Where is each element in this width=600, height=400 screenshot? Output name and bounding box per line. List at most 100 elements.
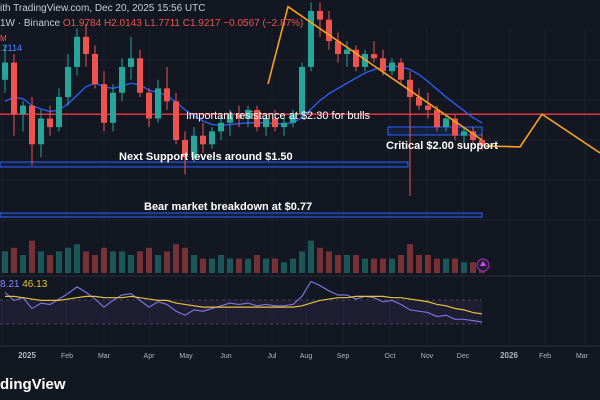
volume-bar	[236, 258, 242, 273]
volume-bar	[281, 262, 287, 273]
bear-breakdown-box[interactable]	[0, 212, 483, 218]
volume-bar	[407, 244, 413, 273]
candle-body	[191, 135, 197, 158]
candle-body	[128, 58, 134, 67]
candle-body	[407, 79, 413, 97]
volume-bar	[83, 251, 89, 273]
volume-bar	[434, 258, 440, 273]
volume-bar	[11, 247, 17, 273]
candles	[2, 2, 485, 196]
candle-body	[398, 62, 404, 80]
volume-bar	[92, 255, 98, 273]
time-axis-label: Jul	[268, 353, 277, 360]
candle-body	[110, 92, 116, 123]
volume-bar	[146, 247, 152, 273]
time-axis-label: Sep	[337, 353, 350, 360]
candle-body	[344, 49, 350, 54]
volume-bar	[398, 255, 404, 273]
time-axis-label: Apr	[144, 353, 156, 360]
candle-body	[371, 54, 377, 59]
volume-bar	[326, 251, 332, 273]
trendlines	[267, 5, 600, 154]
time-axis-label: 2026	[500, 351, 518, 360]
volume-bar	[353, 255, 359, 273]
ohlc-values: O1.9784 H2.0143 L1.7711 C1.9217 −0.0567 …	[62, 18, 304, 29]
volume-bar	[254, 255, 260, 273]
candle-body	[380, 58, 386, 72]
rsi-line	[4, 280, 483, 323]
candle-body	[470, 131, 476, 140]
volume-bar	[20, 255, 26, 273]
candle-body	[164, 88, 170, 102]
volume-bar	[173, 244, 179, 273]
time-axis-label: Feb	[539, 353, 551, 360]
candle-body	[263, 118, 269, 128]
volume-bar	[317, 247, 323, 273]
time-axis-label: Nov	[421, 353, 434, 360]
volume-bar	[299, 251, 305, 273]
candle-body	[29, 105, 35, 145]
candle-body	[56, 97, 62, 128]
volume-bar	[344, 255, 350, 273]
next-support-box[interactable]	[0, 161, 409, 168]
logo-icon[interactable]	[476, 258, 490, 272]
candle-body	[74, 36, 80, 67]
candle-body	[218, 122, 224, 132]
candle-body	[389, 62, 395, 72]
candle-body	[182, 140, 188, 158]
candle-body	[92, 54, 98, 85]
indicator-legend-a[interactable]: M	[0, 34, 7, 43]
time-axis-label: Feb	[61, 353, 73, 360]
time-axis-label: May	[179, 353, 193, 360]
time-axis-label: Mar	[98, 353, 111, 360]
candle-body	[65, 66, 71, 97]
volume-bar	[263, 258, 269, 273]
volume-bar	[389, 258, 395, 273]
candle-body	[290, 114, 296, 123]
time-axis: 2025 Feb Mar Apr May Jun Jul Aug Sep Oct Nov Dec 202…	[18, 351, 589, 360]
volume-bar	[218, 255, 224, 273]
candle-body	[425, 105, 431, 110]
symbol-interval[interactable]: 1W · Binance	[0, 18, 61, 29]
candle-body	[173, 101, 179, 140]
candle-body	[155, 88, 161, 119]
rsi-panel	[4, 280, 483, 323]
candle-body	[317, 11, 323, 20]
candle-body	[245, 109, 251, 119]
resistance-label: Important resistance at $2.30 for bulls	[186, 110, 371, 122]
volume-bar	[65, 247, 71, 273]
tradingview-brand[interactable]: dingView	[0, 376, 66, 393]
volume-bar	[470, 262, 476, 273]
candle-body	[416, 97, 422, 106]
next-support-label: Next Support levels around $1.50	[119, 151, 293, 163]
bear-breakdown-label: Bear market breakdown at $0.77	[144, 201, 312, 213]
indicator-legend-b[interactable]: .2114	[0, 43, 22, 53]
candle-body	[137, 58, 143, 93]
volume-bar	[308, 240, 314, 273]
candle-body	[353, 49, 359, 67]
candle-body	[335, 41, 341, 54]
time-axis-label: Jun	[220, 353, 231, 360]
volume-bars	[2, 240, 485, 273]
candle-body	[20, 105, 26, 115]
volume-bar	[200, 258, 206, 273]
volume-bar	[155, 255, 161, 273]
volume-bar	[47, 255, 53, 273]
volume-bar	[371, 258, 377, 273]
candle-body	[299, 66, 305, 115]
volume-bar	[56, 251, 62, 273]
rsi-ma-line	[5, 295, 483, 315]
candle-body	[227, 114, 233, 123]
rsi-legend: 8.21 46.13	[0, 279, 47, 290]
volume-bar	[425, 255, 431, 273]
candle-body	[47, 118, 53, 128]
candle-body	[83, 36, 89, 54]
candle-body	[209, 131, 215, 145]
volume-bar	[461, 262, 467, 273]
candle-body	[281, 122, 287, 128]
time-axis-label: 2025	[18, 351, 36, 360]
time-axis-label: Oct	[385, 353, 396, 360]
candle-body	[236, 114, 242, 119]
